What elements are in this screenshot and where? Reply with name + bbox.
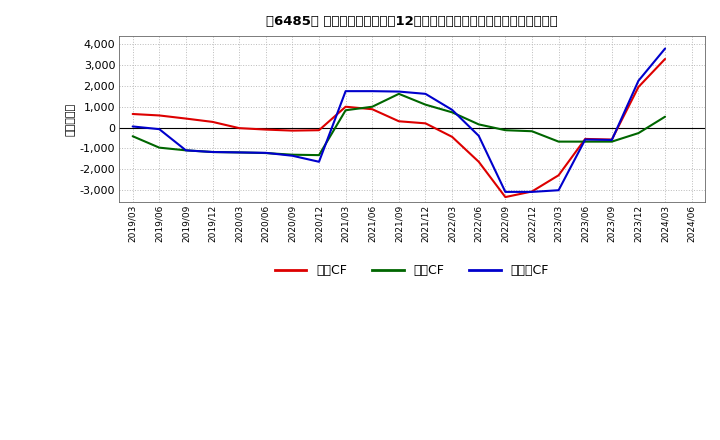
フリーCF (634, 78, 643, 84)
投資CF (208, 149, 217, 154)
Title: ［6485］ キャッシュフローの12か月移動合計の対前年同期増減額の推移: ［6485］ キャッシュフローの12か月移動合計の対前年同期増減額の推移 (266, 15, 558, 28)
投資CF (501, 128, 510, 133)
営業CF (181, 116, 190, 121)
フリーCF (421, 91, 430, 96)
フリーCF (341, 88, 350, 94)
フリーCF (581, 137, 590, 142)
フリーCF (288, 153, 297, 158)
フリーCF (395, 89, 403, 94)
フリーCF (528, 189, 536, 194)
営業CF (501, 194, 510, 200)
フリーCF (155, 127, 163, 132)
投資CF (395, 91, 403, 96)
営業CF (528, 189, 536, 194)
営業CF (315, 128, 323, 133)
営業CF (634, 84, 643, 90)
投資CF (554, 139, 563, 144)
フリーCF (661, 46, 670, 51)
フリーCF (608, 137, 616, 143)
フリーCF (181, 148, 190, 153)
投資CF (448, 110, 456, 115)
Line: フリーCF: フリーCF (132, 48, 665, 192)
投資CF (261, 150, 270, 156)
フリーCF (474, 133, 483, 139)
投資CF (315, 153, 323, 158)
投資CF (421, 102, 430, 107)
営業CF (421, 121, 430, 126)
投資CF (128, 134, 137, 139)
営業CF (155, 113, 163, 118)
営業CF (608, 137, 616, 142)
Line: 投資CF: 投資CF (132, 94, 665, 155)
投資CF (581, 139, 590, 144)
フリーCF (208, 149, 217, 154)
投資CF (155, 145, 163, 150)
投資CF (528, 128, 536, 134)
Line: 営業CF: 営業CF (132, 59, 665, 197)
フリーCF (554, 187, 563, 193)
投資CF (235, 150, 243, 155)
フリーCF (368, 88, 377, 94)
投資CF (474, 122, 483, 127)
営業CF (661, 56, 670, 62)
投資CF (288, 152, 297, 158)
投資CF (368, 104, 377, 110)
フリーCF (501, 189, 510, 194)
営業CF (288, 128, 297, 133)
営業CF (208, 119, 217, 125)
営業CF (395, 119, 403, 124)
フリーCF (315, 159, 323, 165)
Y-axis label: （百万円）: （百万円） (66, 103, 76, 136)
営業CF (128, 111, 137, 117)
営業CF (448, 134, 456, 139)
フリーCF (448, 107, 456, 113)
営業CF (368, 106, 377, 112)
営業CF (261, 127, 270, 132)
フリーCF (235, 150, 243, 155)
営業CF (341, 104, 350, 110)
投資CF (661, 114, 670, 119)
フリーCF (128, 124, 137, 129)
投資CF (181, 148, 190, 153)
投資CF (608, 139, 616, 144)
投資CF (341, 108, 350, 113)
営業CF (474, 159, 483, 165)
営業CF (554, 172, 563, 178)
Legend: 営業CF, 投資CF, フリーCF: 営業CF, 投資CF, フリーCF (270, 260, 554, 282)
投資CF (634, 131, 643, 136)
営業CF (235, 125, 243, 131)
フリーCF (261, 150, 270, 155)
営業CF (581, 136, 590, 142)
